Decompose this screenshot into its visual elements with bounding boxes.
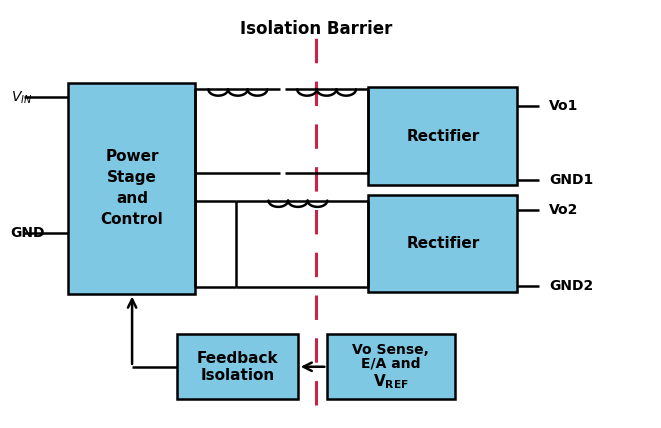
Text: Vo Sense,: Vo Sense, [352,343,429,357]
Text: E/A and: E/A and [361,357,420,371]
Text: GND: GND [11,226,45,240]
Text: Power
Stage
and
Control: Power Stage and Control [100,149,163,227]
Bar [327,334,455,399]
Bar [368,87,516,185]
Text: Vo1: Vo1 [549,99,578,113]
Bar [368,195,516,291]
Text: Rectifier: Rectifier [406,236,479,251]
Text: GND2: GND2 [549,279,594,293]
Text: Rectifier: Rectifier [406,129,479,144]
Bar [177,334,298,399]
Bar [68,83,196,294]
Text: $\mathbf{V_{REF}}$: $\mathbf{V_{REF}}$ [373,372,408,391]
Text: Isolation Barrier: Isolation Barrier [240,20,393,38]
Text: Vo2: Vo2 [549,203,578,217]
Text: $V_{IN}$: $V_{IN}$ [11,89,32,106]
Text: GND1: GND1 [549,173,594,187]
Text: Feedback
Isolation: Feedback Isolation [197,351,279,383]
